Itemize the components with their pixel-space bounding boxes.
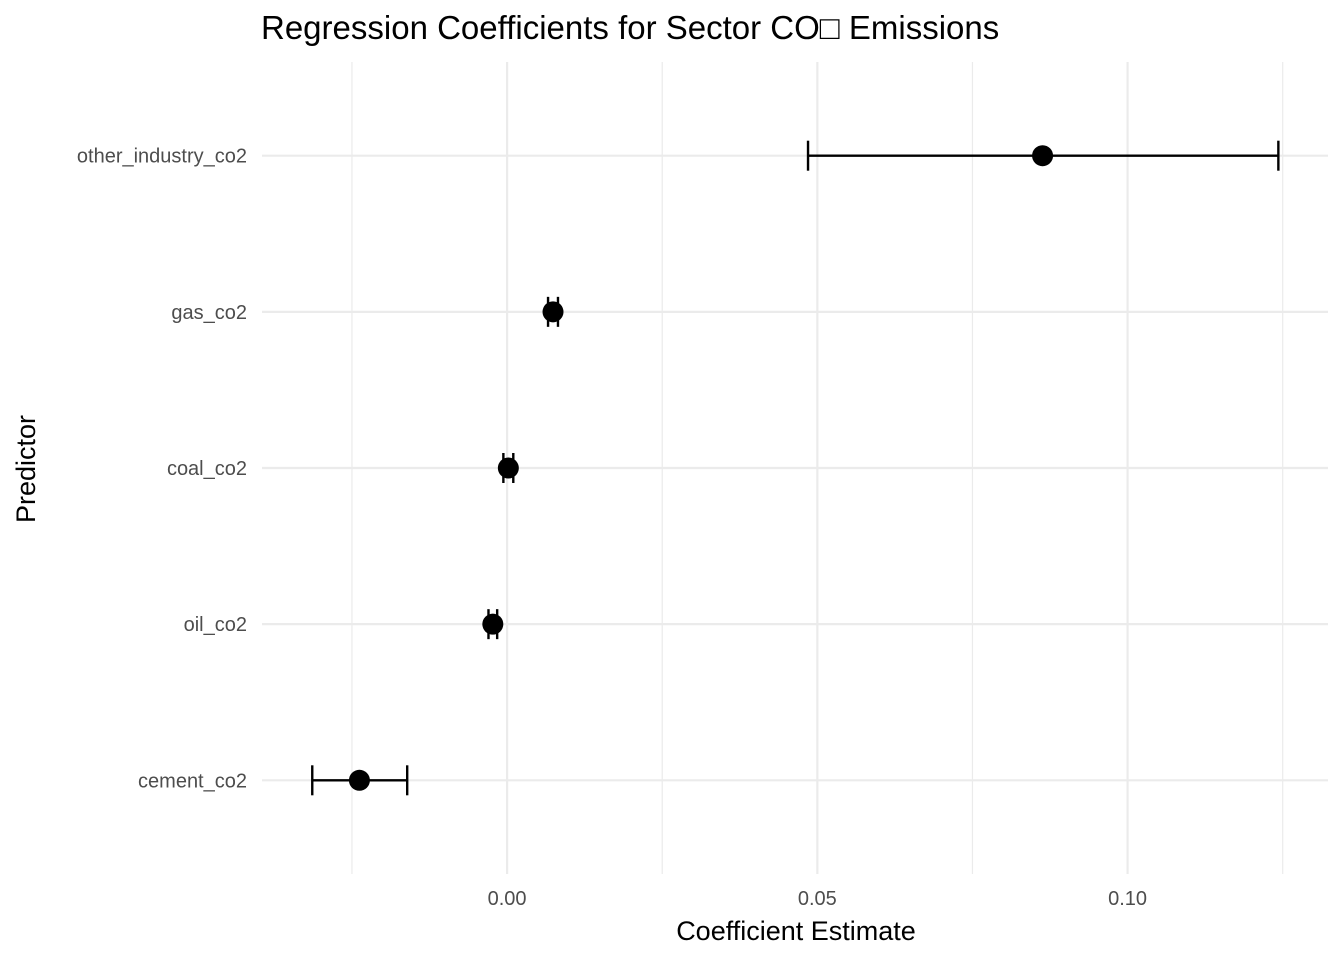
chart-title: Regression Coefficients for Sector CO□ E… <box>261 9 999 46</box>
x-tick-label: 0.10 <box>1108 888 1147 910</box>
point-gas_co2 <box>542 301 564 323</box>
y-tick-labels: cement_co2 oil_co2 coal_co2 gas_co2 other_in… <box>77 146 247 793</box>
y-tick-label: cement_co2 <box>138 770 247 792</box>
point-coal_co2 <box>497 457 519 479</box>
x-tick-label: 0.05 <box>798 888 837 910</box>
points <box>348 145 1054 791</box>
point-oil_co2 <box>482 613 504 635</box>
x-axis-title: Coefficient Estimate <box>676 916 916 946</box>
point-other_industry_co2 <box>1032 145 1054 167</box>
y-tick-label: other_industry_co2 <box>77 146 247 168</box>
x-tick-label: 0.00 <box>488 888 527 910</box>
y-tick-label: coal_co2 <box>167 458 247 480</box>
y-axis-title: Predictor <box>11 415 41 523</box>
y-tick-label: oil_co2 <box>184 614 247 636</box>
x-tick-labels: 0.00 0.05 0.10 <box>488 888 1147 910</box>
point-cement_co2 <box>348 769 370 791</box>
y-tick-label: gas_co2 <box>171 302 247 324</box>
grid <box>262 62 1328 874</box>
